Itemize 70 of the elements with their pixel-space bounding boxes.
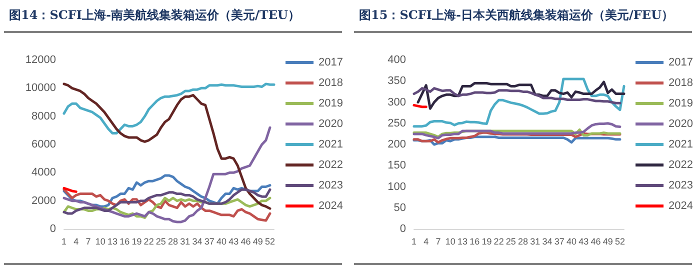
- y-tick-label: 2000: [32, 194, 56, 207]
- y-tick-label: 200: [388, 138, 406, 150]
- legend-label: 2020: [668, 118, 694, 130]
- x-tick-label: 49: [252, 236, 263, 246]
- legend-label: 2017: [318, 56, 344, 68]
- legend-label: 2018: [668, 77, 694, 89]
- x-tick-label: 52: [264, 236, 275, 246]
- x-tick-label: 19: [482, 236, 492, 246]
- x-tick-label: 19: [132, 236, 142, 246]
- legend-label: 2017: [668, 56, 694, 68]
- x-tick-label: 37: [204, 236, 214, 246]
- x-tick-label: 46: [240, 236, 251, 246]
- x-tick-label: 25: [156, 236, 166, 246]
- x-tick-label: 13: [457, 236, 468, 246]
- chart-title: 图15：SCFI上海-日本关西航线集装箱运价（美元/FEU）: [359, 8, 674, 22]
- legend-label: 2023: [318, 180, 344, 192]
- x-tick-label: 7: [86, 236, 91, 246]
- x-tick-label: 43: [578, 236, 589, 246]
- x-tick-label: 31: [530, 236, 540, 246]
- y-tick-label: 100: [388, 180, 406, 193]
- x-tick-label: 10: [95, 236, 106, 246]
- x-tick-label: 40: [566, 236, 577, 246]
- y-tick-label: 150: [388, 160, 406, 172]
- x-tick-label: 34: [192, 236, 202, 246]
- legend-label: 2019: [318, 98, 344, 110]
- legend-label: 2018: [318, 77, 344, 89]
- x-tick-label: 49: [602, 236, 613, 246]
- y-tick-label: 50: [394, 202, 406, 214]
- x-tick-label: 40: [216, 236, 227, 246]
- x-tick-label: 4: [424, 236, 429, 246]
- x-tick-label: 28: [518, 236, 528, 246]
- x-tick-label: 10: [445, 236, 456, 246]
- y-tick-label: 8000: [32, 110, 56, 122]
- y-tick-label: 250: [388, 117, 406, 130]
- legend-label: 2024: [668, 200, 694, 212]
- chart-title: 图14：SCFI上海-南美航线集装箱运价（美元/TEU）: [9, 8, 300, 22]
- legend-label: 2020: [318, 118, 344, 130]
- x-tick-label: 22: [494, 236, 504, 246]
- x-tick-label: 52: [614, 236, 625, 246]
- legend-label: 2021: [318, 138, 344, 150]
- x-tick-label: 34: [542, 236, 552, 246]
- y-tick-label: 400: [388, 54, 406, 66]
- x-tick-label: 7: [436, 236, 441, 246]
- x-tick-label: 31: [180, 236, 190, 246]
- x-tick-label: 1: [411, 236, 417, 246]
- x-tick-label: 46: [590, 236, 601, 246]
- x-tick-label: 43: [228, 236, 239, 246]
- y-tick-label: 4000: [32, 166, 56, 179]
- x-tick-label: 22: [144, 236, 154, 246]
- x-tick-label: 16: [470, 236, 480, 246]
- y-tick-label: 350: [388, 75, 406, 88]
- legend-label: 2019: [668, 98, 694, 110]
- x-tick-label: 1: [61, 236, 67, 246]
- y-tick-label: 300: [388, 96, 406, 108]
- x-tick-label: 13: [107, 236, 118, 246]
- legend-label: 2024: [318, 200, 344, 212]
- legend-label: 2023: [668, 180, 694, 192]
- x-tick-label: 16: [120, 236, 130, 246]
- y-tick-label: 10000: [25, 82, 56, 94]
- x-tick-label: 25: [506, 236, 516, 246]
- legend-label: 2021: [668, 138, 694, 150]
- y-tick-label: 6000: [32, 138, 56, 150]
- x-tick-label: 28: [168, 236, 178, 246]
- y-tick-label: 0: [400, 223, 406, 235]
- legend-label: 2022: [668, 159, 694, 171]
- y-tick-label: 0: [50, 223, 56, 235]
- y-tick-label: 12000: [25, 54, 56, 66]
- legend-label: 2022: [318, 159, 344, 171]
- x-tick-label: 37: [554, 236, 564, 246]
- x-tick-label: 4: [74, 236, 79, 246]
